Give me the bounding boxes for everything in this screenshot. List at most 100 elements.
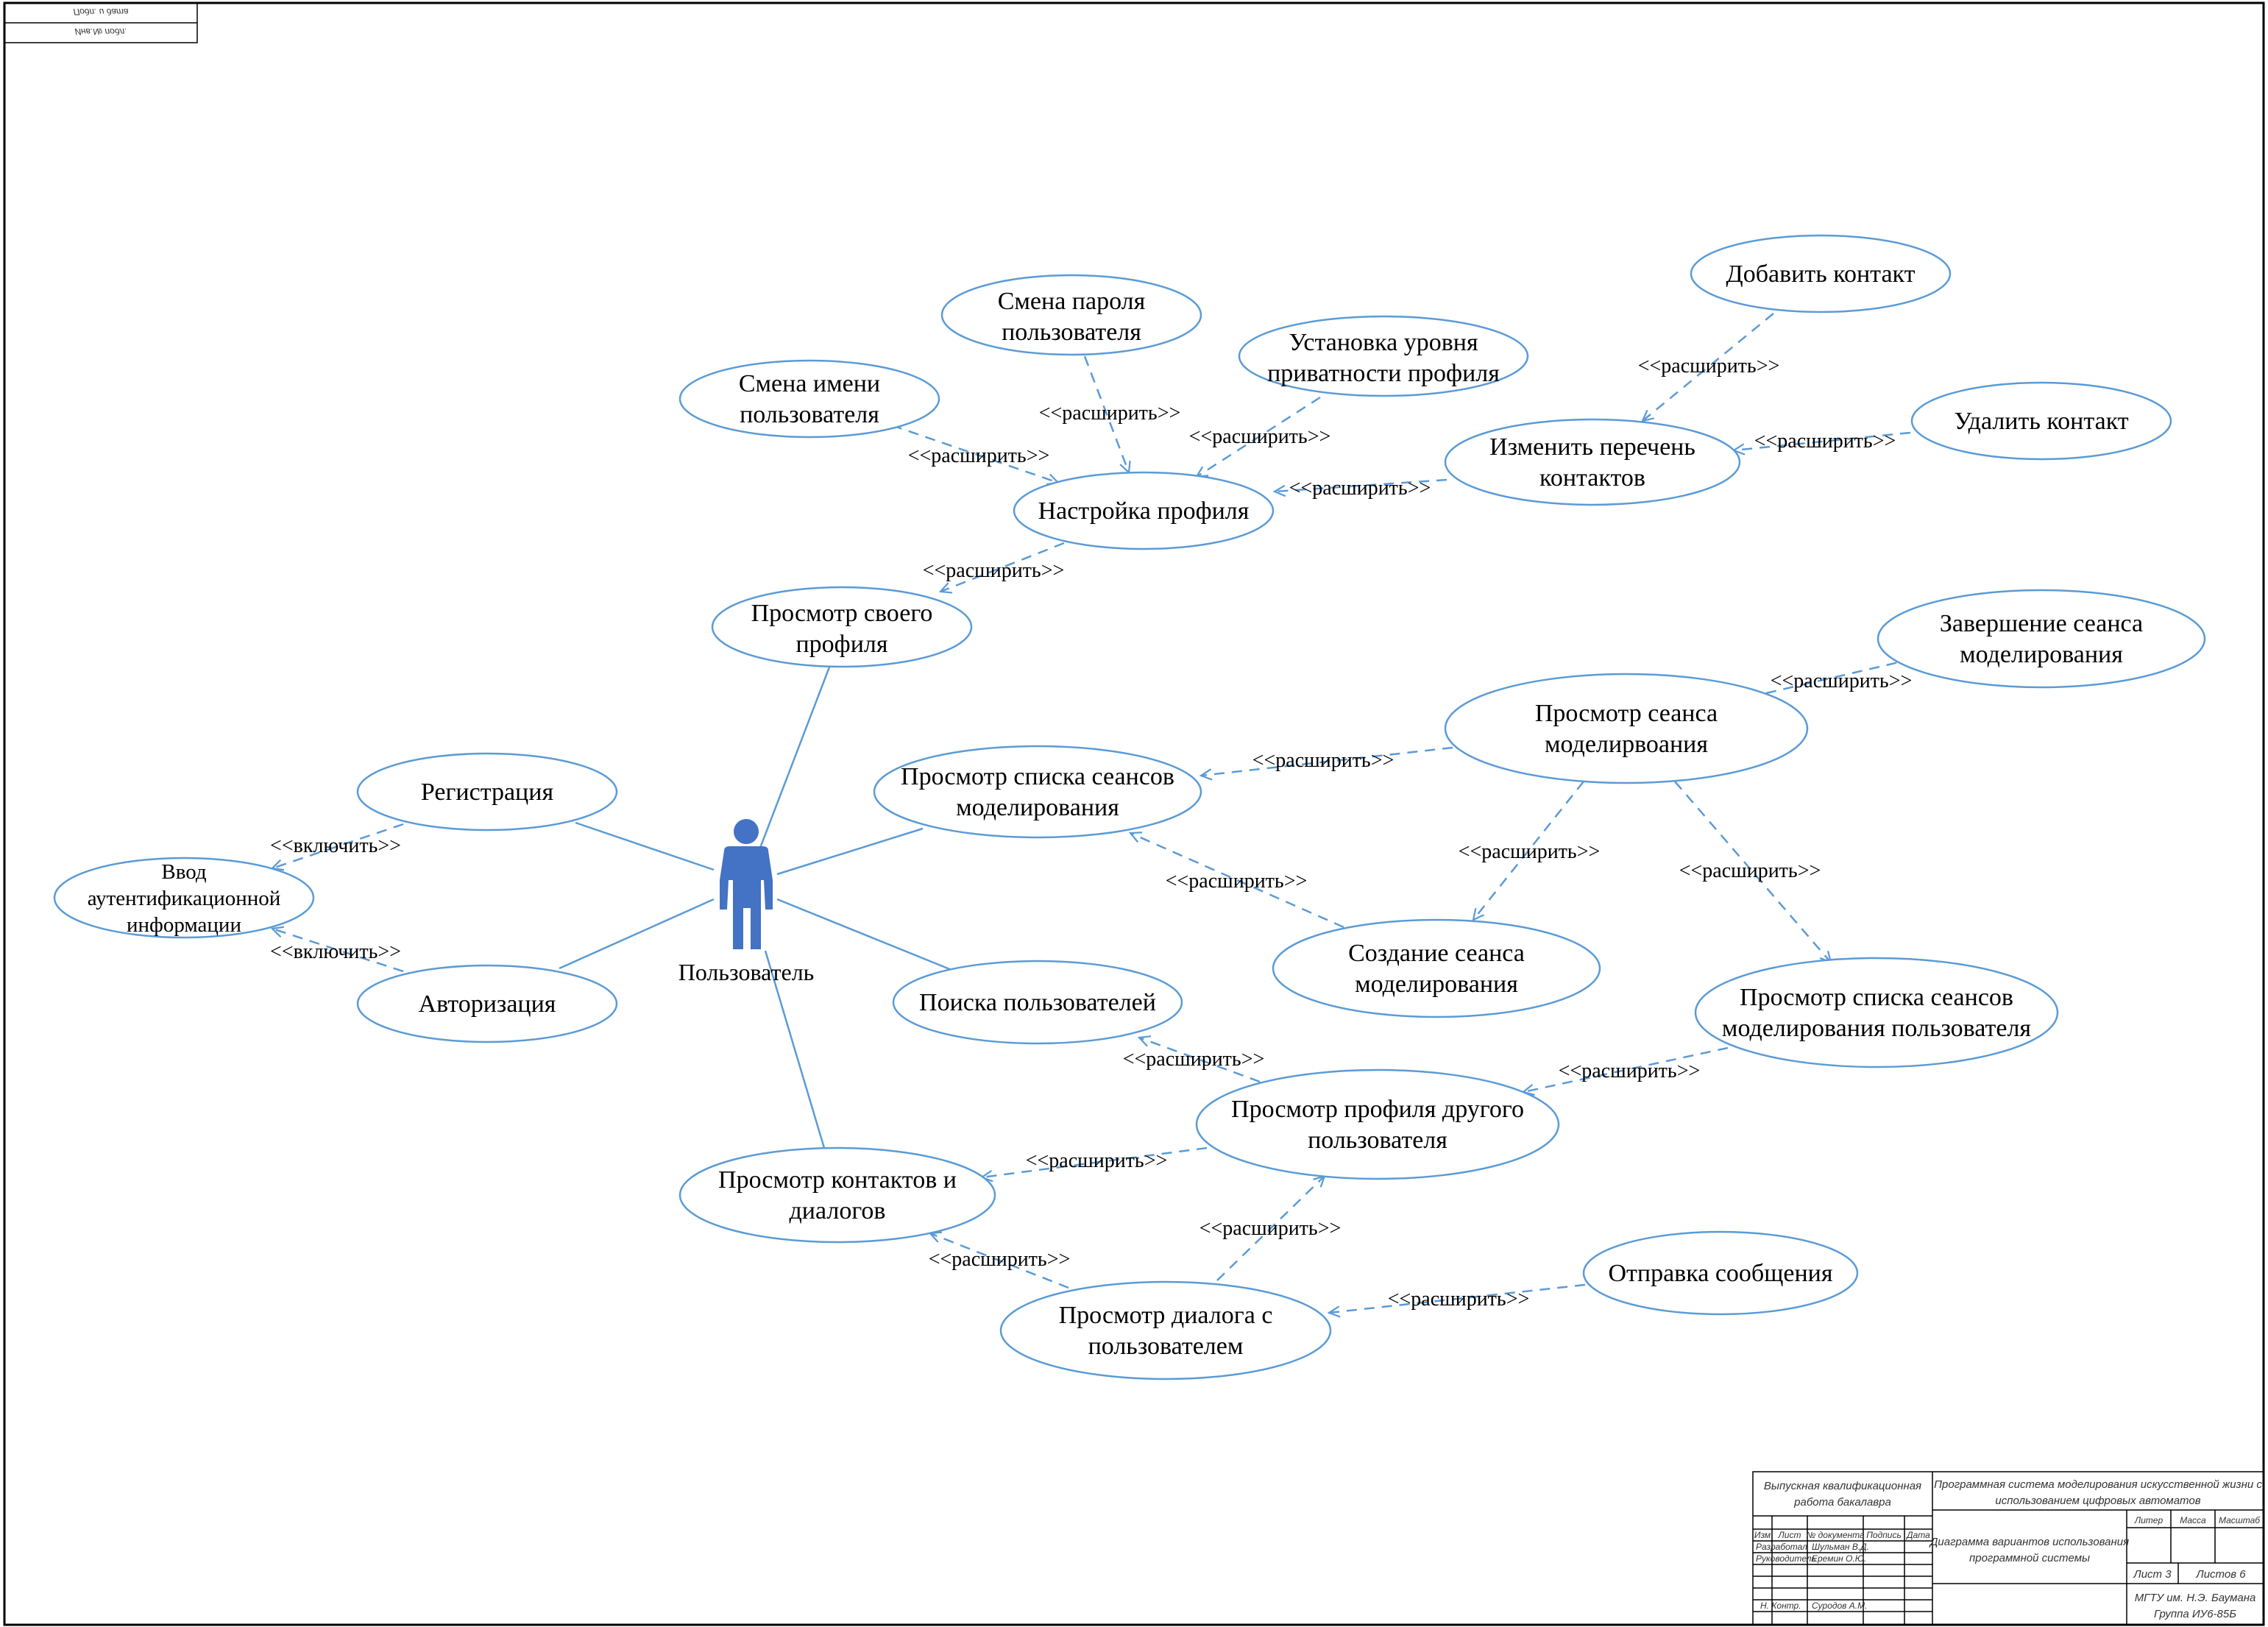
use-case-label: Смена пароля [998, 288, 1146, 315]
use-case-label: моделирования [1355, 971, 1518, 998]
use-case-label: Установка уровня [1289, 329, 1478, 356]
tb-org-1: МГТУ им. Н.Э. Баумана [2135, 1592, 2256, 1604]
actor-figure-icon [720, 819, 773, 949]
use-case-label: Ввод [161, 860, 207, 884]
use-case-label: Авторизация [419, 990, 556, 1018]
use-case-send-message[interactable]: Отправка сообщения [1582, 1230, 1859, 1316]
tb-litera: Литер [2134, 1515, 2164, 1525]
label-extend-name: <<расширить>> [908, 444, 1050, 467]
assoc-registration [575, 821, 715, 871]
use-case-registration[interactable]: Регистрация [356, 752, 618, 832]
tb-sheet-title-1: Диаграмма вариантов использования [1929, 1536, 2129, 1548]
use-case-label: диалогов [789, 1197, 885, 1224]
rel-include-registration [272, 823, 404, 868]
rel-extend-session-list [1201, 746, 1453, 776]
rel-extend-contacts-from-other [982, 1146, 1208, 1177]
use-case-dialog[interactable]: Просмотр диалога с пользователем [999, 1280, 1332, 1380]
use-case-edit-contacts[interactable]: Изменить перечень контактов [1444, 418, 1741, 506]
use-case-add-contact[interactable]: Добавить контакт [1690, 234, 1952, 313]
tb-col-doc: № документа [1806, 1530, 1865, 1540]
use-case-user-session-list[interactable]: Просмотр списка сеансов моделирования по… [1694, 957, 2059, 1068]
use-case-label: Просмотр контактов и [718, 1166, 957, 1194]
use-cases: Регистрация Ввод аутентификационной инфо… [53, 234, 2206, 1380]
use-case-label: Регистрация [421, 779, 554, 806]
label-extend-search: <<расширить>> [1123, 1048, 1265, 1071]
rel-include-authorization [272, 929, 404, 973]
use-case-label: моделирования пользователя [1722, 1015, 2031, 1042]
use-case-label: Отправка сообщения [1608, 1260, 1832, 1287]
use-case-auth-input[interactable]: Ввод аутентификационной информации [53, 857, 315, 939]
use-case-label: информации [127, 913, 241, 937]
tb-norm-role: Н. Контр. [1760, 1601, 1801, 1611]
tb-system-title-1: Программная система моделирования искусс… [1934, 1478, 2262, 1491]
use-case-label: Удалить контакт [1954, 408, 2128, 435]
use-case-label: Настройка профиля [1038, 497, 1250, 525]
use-case-label: моделирования [1960, 641, 2123, 668]
use-case-change-password[interactable]: Смена пароля пользователя [940, 274, 1202, 356]
use-case-label: аутентификационной [88, 887, 281, 910]
use-case-view-session[interactable]: Просмотр сеанса моделирвоания [1444, 673, 1809, 784]
associations [559, 664, 956, 1149]
use-case-label: Просмотр профиля другого [1231, 1096, 1524, 1123]
use-case-label: пользователя [740, 401, 879, 428]
use-case-session-list[interactable]: Просмотр списка сеансов моделирования [873, 745, 1202, 839]
stamp-line1: Инв.№ подл. [74, 26, 127, 37]
label-include-authorization: <<включить>> [270, 940, 401, 963]
tb-sheet-number: Лист 3 [2133, 1568, 2172, 1581]
label-extend-privacy: <<расширить>> [1189, 425, 1331, 448]
stamp-line2: Подп. и дата [73, 7, 128, 17]
use-case-end-session[interactable]: Завершение сеанса моделирования [1877, 589, 2206, 689]
title-block: Выпускная квалификационная работа бакала… [1752, 1471, 2264, 1626]
use-case-delete-contact[interactable]: Удалить контакт [1910, 381, 2172, 461]
rel-extend-password [1083, 355, 1129, 472]
tb-supervisor-role: Руководитель [1756, 1553, 1816, 1564]
assoc-own-profile [756, 664, 832, 854]
use-case-label: Просмотр списка сеансов [901, 763, 1174, 790]
label-extend-session-list: <<расширить>> [1252, 749, 1395, 772]
use-case-profile-settings[interactable]: Настройка профиля [1013, 471, 1275, 550]
corner-stamp: Инв.№ подл. Подп. и дата [4, 2, 198, 43]
use-case-label: Просмотр диалога с [1059, 1302, 1273, 1329]
rel-extend-end-session [1765, 658, 1918, 695]
tb-mass: Масса [2180, 1515, 2206, 1525]
relation-labels: <<включить>> <<включить>> <<расширить>> … [270, 355, 1912, 1311]
tb-norm-name: Суродов А.М. [1812, 1601, 1867, 1611]
use-case-search-users[interactable]: Поиска пользователей [892, 960, 1183, 1045]
use-case-privacy[interactable]: Установка уровня приватности профиля [1238, 315, 1529, 397]
use-case-other-profile[interactable]: Просмотр профиля другого пользователя [1195, 1068, 1560, 1180]
label-extend-add: <<расширить>> [1638, 355, 1780, 377]
label-extend-delete: <<расширить>> [1754, 430, 1896, 453]
label-extend-dialog-to-other: <<расширить>> [1199, 1217, 1342, 1240]
tb-sheet-title-2: программной системы [1969, 1552, 2090, 1564]
drawing-frame [3, 1, 2265, 1626]
rel-extend-send-message [1329, 1283, 1586, 1313]
tb-col-izm: Изм [1754, 1530, 1771, 1540]
use-case-change-name[interactable]: Смена имени пользователя [678, 359, 940, 439]
use-case-authorization[interactable]: Авторизация [356, 964, 618, 1043]
label-extend-contacts-from-dialog: <<расширить>> [929, 1248, 1071, 1271]
use-case-create-session[interactable]: Создание сеанса моделирования [1272, 918, 1601, 1018]
use-case-label: пользователя [1308, 1127, 1447, 1154]
assoc-authorization [559, 898, 715, 970]
use-case-label: Завершение сеанса [1940, 610, 2143, 637]
relations [272, 313, 1918, 1313]
label-extend-send-message: <<расширить>> [1388, 1288, 1530, 1311]
label-extend-contacts-from-other: <<расширить>> [1026, 1149, 1168, 1172]
label-extend-other-from-user-sessions: <<расширить>> [1559, 1060, 1701, 1082]
label-extend-contacts: <<расширить>> [1289, 477, 1431, 500]
use-case-label: контактов [1539, 464, 1645, 492]
actor-user[interactable]: Пользователь [678, 819, 815, 985]
use-case-label: моделирвоания [1545, 731, 1708, 758]
rel-extend-contacts-from-dialog [930, 1233, 1069, 1289]
assoc-session-list [776, 827, 924, 876]
use-case-own-profile[interactable]: Просмотр своего профиля [711, 586, 973, 668]
tb-system-title-2: использованием цифровых автоматов [1995, 1495, 2200, 1507]
tb-work-type-1: Выпускная квалификационная [1764, 1480, 1921, 1492]
use-case-label: пользователем [1088, 1333, 1244, 1360]
tb-col-list: Лист [1778, 1530, 1801, 1540]
use-case-contacts-dialogs[interactable]: Просмотр контактов и диалогов [678, 1146, 996, 1244]
assoc-contacts [764, 950, 826, 1149]
actor-label: Пользователь [678, 959, 815, 985]
tb-col-date: Дата [1905, 1530, 1930, 1540]
